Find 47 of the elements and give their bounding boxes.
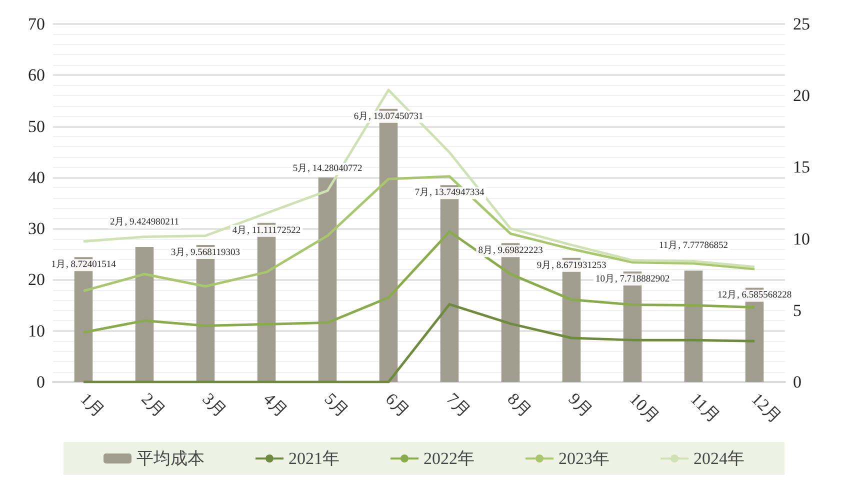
data-label: 7月, 13.74947334 <box>414 187 484 198</box>
y-tick-label: 40 <box>28 168 45 187</box>
bar <box>684 270 703 382</box>
x-tick-label: 2月 <box>138 389 170 421</box>
data-label: 10月, 7.718882902 <box>595 273 670 284</box>
y-tick-label: 30 <box>28 219 45 238</box>
data-label: 5月, 14.28040772 <box>292 163 362 174</box>
legend-label: 2024年 <box>694 449 744 468</box>
data-label: 3月, 9.568119303 <box>170 246 240 258</box>
x-tick-label: 7月 <box>442 389 474 421</box>
y2-tick-label: 5 <box>793 300 802 320</box>
x-tick-label: 4月 <box>260 389 292 421</box>
data-label: 8月, 9.69822223 <box>478 245 544 256</box>
y-tick-label: 60 <box>28 66 45 85</box>
y2-tick-label: 10 <box>793 229 810 248</box>
y2-tick-label: 0 <box>793 372 802 392</box>
legend-label: 2023年 <box>558 449 610 468</box>
data-label: 9月, 8.671931253 <box>536 260 606 271</box>
y-tick-label: 10 <box>28 321 45 340</box>
data-label: 4月, 11.11172522 <box>232 224 301 236</box>
data-label: 2月, 9.424980211 <box>110 216 180 228</box>
y-tick-label: 50 <box>28 116 45 136</box>
y-tick-label: 0 <box>36 372 45 392</box>
x-tick-label: 1月 <box>76 389 108 421</box>
x-tick-label: 11月 <box>686 389 724 426</box>
y-tick-label: 20 <box>28 270 45 290</box>
legend-label: 2022年 <box>424 449 474 468</box>
x-tick-label: 6月 <box>382 389 414 421</box>
bar <box>318 178 337 382</box>
x-tick-label: 3月 <box>198 389 230 421</box>
x-tick-label: 9月 <box>564 389 596 421</box>
y2-tick-label: 15 <box>793 158 810 177</box>
legend-label: 平均成本 <box>136 449 204 468</box>
x-tick-label: 5月 <box>320 389 352 421</box>
data-label: 1月, 8.72401514 <box>51 259 116 270</box>
y-tick-label: 70 <box>28 14 45 34</box>
legend-label: 2021年 <box>288 449 340 468</box>
y2-tick-label: 25 <box>793 14 810 34</box>
x-tick-label: 8月 <box>504 389 536 421</box>
data-label: 12月, 6.585568228 <box>717 290 792 301</box>
x-tick-label: 10月 <box>626 389 664 427</box>
line-series <box>82 303 756 384</box>
y2-tick-label: 20 <box>793 86 810 106</box>
x-tick-label: 12月 <box>748 389 786 427</box>
bar <box>135 247 154 382</box>
data-label: 6月, 19.07450731 <box>354 110 424 122</box>
data-label: 11月, 7.77786852 <box>658 240 728 252</box>
